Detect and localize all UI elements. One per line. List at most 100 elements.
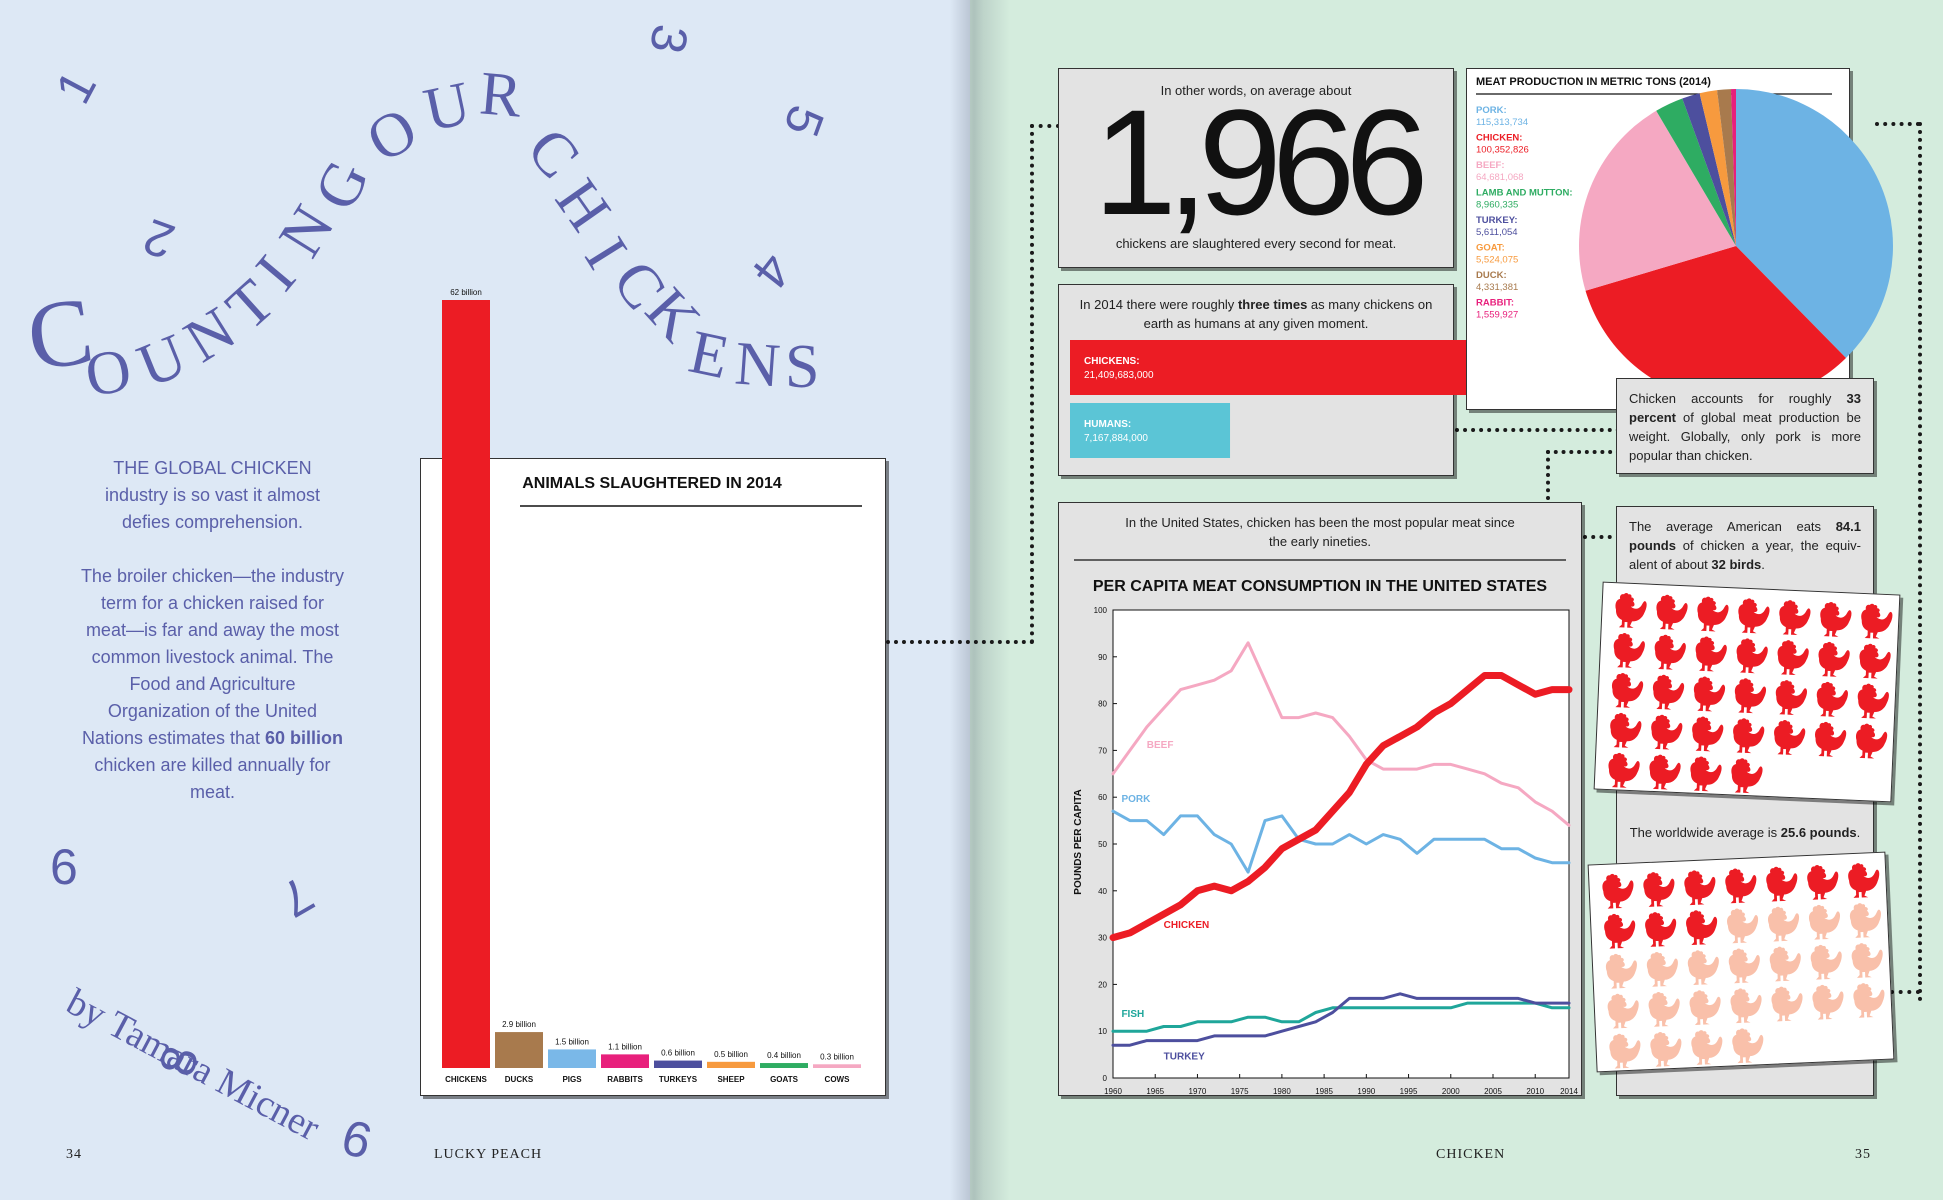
x-tick-label: 1960 bbox=[1104, 1087, 1122, 1096]
legend-name: BEEF: bbox=[1476, 160, 1505, 171]
hen-icon bbox=[1731, 758, 1763, 794]
hen-icon bbox=[1816, 681, 1848, 717]
x-tick-label: 2000 bbox=[1442, 1087, 1460, 1096]
chart-title: MEAT PRODUCTION IN METRIC TONS (2014) bbox=[1476, 76, 1711, 88]
intro-paragraph-1: THE GLOBAL CHICKEN industry is so vast i… bbox=[104, 458, 321, 532]
hen-icon bbox=[1656, 594, 1688, 630]
line-fish bbox=[1111, 1001, 1571, 1033]
hen-icon bbox=[1687, 950, 1719, 985]
animals-slaughtered-chart: ANIMALS SLAUGHTERED IN 2014 62 billion CH… bbox=[442, 288, 862, 1084]
left-running-head: LUCKY PEACH bbox=[434, 1147, 543, 1162]
hen-icon bbox=[1851, 943, 1883, 978]
chart-title: PER CAPITA MEAT CONSUMPTION IN THE UNITE… bbox=[1093, 578, 1548, 595]
chicken-share-text: Chicken accounts for roughly 33 percent … bbox=[1629, 391, 1861, 463]
line-beef bbox=[1111, 641, 1571, 827]
population-bar-name: CHICKENS: bbox=[1084, 356, 1140, 367]
hen-icon bbox=[1643, 872, 1675, 907]
bar-turkeys bbox=[654, 1060, 702, 1068]
hen-icon bbox=[1648, 992, 1680, 1027]
bar-value-label: 1.5 billion bbox=[555, 1037, 589, 1046]
bar-value-label: 0.3 billion bbox=[820, 1052, 854, 1061]
hen-icon bbox=[1610, 712, 1642, 748]
y-tick-label: 30 bbox=[1098, 934, 1107, 943]
per-second-number: 1,966 bbox=[1093, 78, 1428, 246]
hen-icon bbox=[1649, 754, 1681, 790]
deco-number-6: 6 bbox=[50, 839, 78, 895]
connector-line bbox=[1918, 122, 1922, 1002]
series-label-fish: FISH bbox=[1121, 1009, 1144, 1020]
hen-icon bbox=[1727, 908, 1759, 944]
intro-text: THE GLOBAL CHICKEN industry is so vast i… bbox=[80, 455, 345, 806]
bar-rabbits bbox=[601, 1054, 649, 1068]
hen-icon bbox=[1775, 680, 1808, 715]
hen-icon bbox=[1815, 721, 1847, 757]
hen-icon bbox=[1730, 988, 1762, 1024]
y-tick-label: 90 bbox=[1098, 653, 1107, 662]
us-intro-text: In the United States, chicken has been t… bbox=[1125, 515, 1515, 549]
hen-icon bbox=[1691, 1030, 1723, 1065]
hen-icon bbox=[1779, 600, 1811, 636]
hen-icon bbox=[1725, 868, 1757, 904]
hen-icon bbox=[1808, 904, 1841, 940]
legend-value: 4,331,381 bbox=[1476, 282, 1518, 293]
hen-icon bbox=[1697, 596, 1729, 632]
legend-value: 5,611,054 bbox=[1476, 227, 1518, 238]
pie-slice-rabbit bbox=[1730, 89, 1736, 246]
bar-ducks bbox=[495, 1032, 543, 1068]
line-chicken bbox=[1109, 672, 1573, 942]
line-pork bbox=[1111, 809, 1571, 874]
y-tick-label: 70 bbox=[1098, 746, 1107, 755]
legend-value: 5,524,075 bbox=[1476, 255, 1518, 266]
x-tick-label: 1965 bbox=[1146, 1087, 1164, 1096]
bar-category-label: CHICKENS bbox=[445, 1075, 487, 1084]
hen-icon bbox=[1738, 598, 1770, 634]
y-tick-label: 60 bbox=[1098, 793, 1107, 802]
bar-sheep bbox=[707, 1061, 755, 1068]
x-tick-label: 1970 bbox=[1189, 1087, 1207, 1096]
legend-name: CHICKEN: bbox=[1476, 133, 1522, 144]
chicken-share-panel: Chicken accounts for roughly 33 percent … bbox=[1616, 378, 1874, 474]
legend-name: DUCK: bbox=[1476, 270, 1507, 281]
per-second-tail: chickens are slaughtered every second fo… bbox=[1115, 236, 1397, 251]
hen-icon bbox=[1650, 1031, 1682, 1067]
hen-icon bbox=[1771, 986, 1803, 1022]
hen-icon bbox=[1646, 952, 1678, 987]
x-tick-label: 1975 bbox=[1231, 1087, 1249, 1096]
bar-category-label: SHEEP bbox=[717, 1075, 745, 1084]
y-tick-label: 0 bbox=[1103, 1074, 1108, 1083]
hen-icon bbox=[1734, 678, 1767, 714]
hen-icon bbox=[1849, 903, 1881, 938]
hen-icon bbox=[1812, 984, 1844, 1020]
left-folio: 34 bbox=[66, 1147, 82, 1162]
connector-line bbox=[1030, 124, 1060, 128]
hen-icon bbox=[1766, 866, 1798, 902]
pie-slice-goat bbox=[1699, 90, 1736, 246]
title-letter: R bbox=[477, 59, 525, 131]
per-second-panel: In other words, on average about 1,966 c… bbox=[1058, 68, 1454, 268]
population-bar-value: 7,167,884,000 bbox=[1084, 433, 1148, 444]
pie-slice-chicken bbox=[1585, 246, 1847, 403]
pie-slice-pork bbox=[1736, 89, 1893, 359]
bar-value-label: 62 billion bbox=[450, 288, 482, 297]
connector-line bbox=[1455, 428, 1620, 432]
y-tick-label: 100 bbox=[1094, 606, 1108, 615]
hen-icon bbox=[1848, 863, 1880, 898]
x-tick-label: 1990 bbox=[1357, 1087, 1375, 1096]
hen-icon bbox=[1613, 632, 1645, 668]
connector-line bbox=[1030, 124, 1034, 644]
hen-icon bbox=[1651, 714, 1683, 750]
hen-icon bbox=[1728, 948, 1760, 984]
hen-icon bbox=[1604, 913, 1636, 949]
animals-slaughtered-panel bbox=[420, 458, 886, 1096]
intro-paragraph-2: The broiler chicken—the industry term fo… bbox=[80, 566, 345, 802]
bar-category-label: DUCKS bbox=[505, 1075, 534, 1084]
x-tick-label: 1995 bbox=[1400, 1087, 1418, 1096]
population-bar-name: HUMANS: bbox=[1084, 419, 1131, 430]
hen-icon bbox=[1695, 636, 1727, 672]
y-tick-label: 40 bbox=[1098, 887, 1107, 896]
title-letter: S bbox=[785, 333, 820, 401]
hen-icon bbox=[1733, 718, 1765, 754]
hen-icon bbox=[1861, 603, 1893, 639]
connector-line bbox=[1875, 122, 1920, 126]
bar-goats bbox=[760, 1063, 808, 1068]
